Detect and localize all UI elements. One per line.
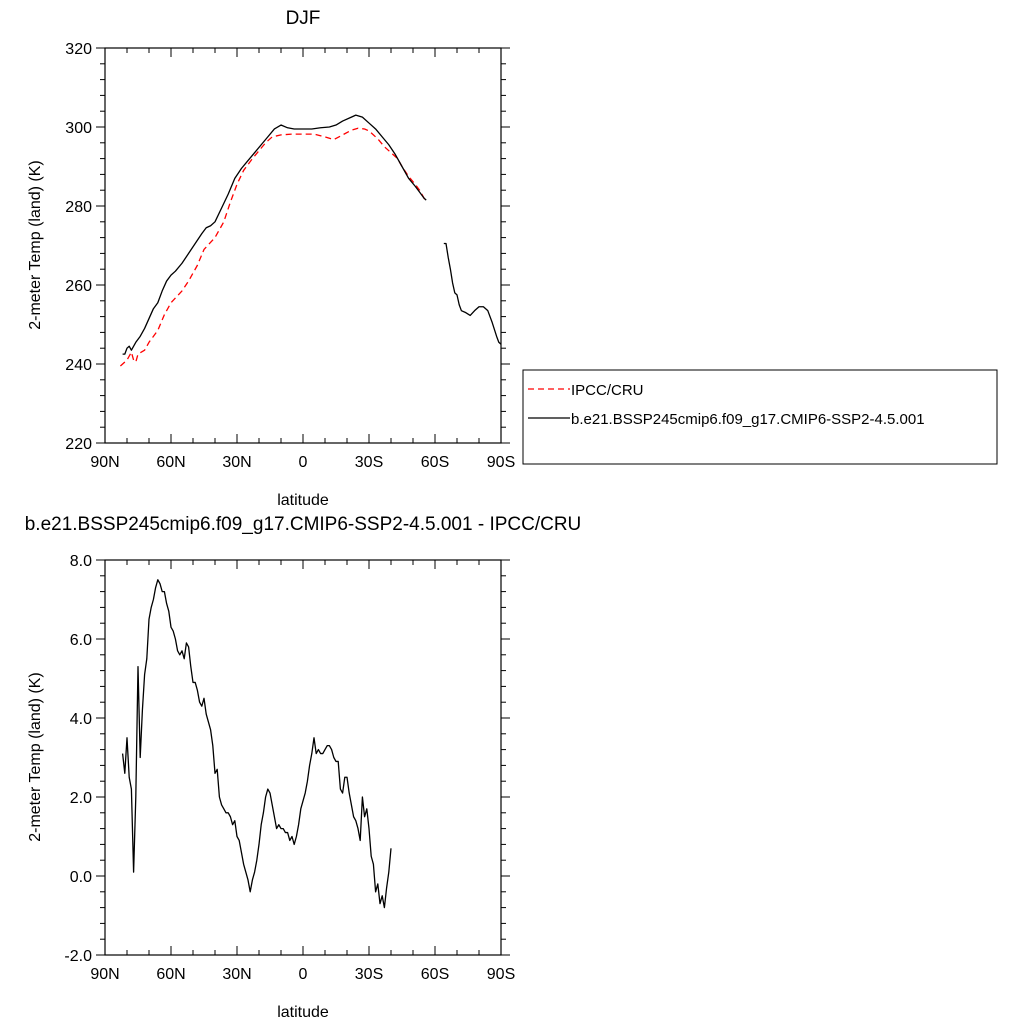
y-tick-label: 0.0 (70, 869, 92, 886)
x-tick-label: 60N (156, 966, 185, 983)
y-tick-label: 8.0 (70, 553, 92, 570)
x-tick-label: 90S (487, 454, 515, 471)
bottom-x-axis-label: latitude (277, 1004, 329, 1021)
y-tick-label: 280 (65, 199, 92, 216)
top-panel: DJF latitude 2-meter Temp (land) (K) 90N… (27, 8, 515, 509)
legend: IPCC/CRU b.e21.BSSP245cmip6.f09_g17.CMIP… (522, 369, 998, 465)
y-tick-label: 6.0 (70, 632, 92, 649)
series-line-model-segment-1 (443, 242, 502, 345)
y-tick-label: -2.0 (64, 948, 92, 965)
y-tick-label: 320 (65, 41, 92, 58)
top-x-axis-label: latitude (277, 492, 329, 509)
x-tick-label: 30S (355, 454, 383, 471)
plot-frame (104, 47, 502, 444)
y-tick-label: 2.0 (70, 790, 92, 807)
x-tick-label: 30S (355, 966, 383, 983)
x-tick-label: 30N (222, 966, 251, 983)
legend-label-ipcc-cru: IPCC/CRU (571, 382, 644, 399)
x-tick-label: 0 (299, 454, 308, 471)
series-line-model-segment-0 (122, 114, 427, 355)
series-line-ipcc-cru-segment-0 (119, 127, 427, 367)
x-tick-label: 90N (90, 454, 119, 471)
x-tick-label: 30N (222, 454, 251, 471)
top-y-axis-label: 2-meter Temp (land) (K) (27, 160, 44, 330)
x-tick-label: 90S (487, 966, 515, 983)
bottom-panel: b.e21.BSSP245cmip6.f09_g17.CMIP6-SSP2-4.… (25, 514, 582, 1021)
x-tick-label: 60N (156, 454, 185, 471)
y-tick-label: 220 (65, 436, 92, 453)
y-tick-label: 4.0 (70, 711, 92, 728)
legend-label-model: b.e21.BSSP245cmip6.f09_g17.CMIP6-SSP2-4.… (571, 411, 925, 428)
y-tick-label: 240 (65, 357, 92, 374)
legend-box (522, 369, 998, 465)
series-line-difference-segment-0 (121, 579, 392, 909)
y-tick-label: 260 (65, 278, 92, 295)
bottom-y-axis-label: 2-meter Temp (land) (K) (27, 672, 44, 842)
x-tick-label: 90N (90, 966, 119, 983)
y-tick-label: 300 (65, 120, 92, 137)
x-tick-label: 0 (299, 966, 308, 983)
top-chart-title: DJF (286, 8, 321, 29)
plot-frame (104, 559, 502, 956)
x-tick-label: 60S (421, 966, 449, 983)
x-tick-label: 60S (421, 454, 449, 471)
bottom-chart-title: b.e21.BSSP245cmip6.f09_g17.CMIP6-SSP2-4.… (25, 514, 582, 535)
